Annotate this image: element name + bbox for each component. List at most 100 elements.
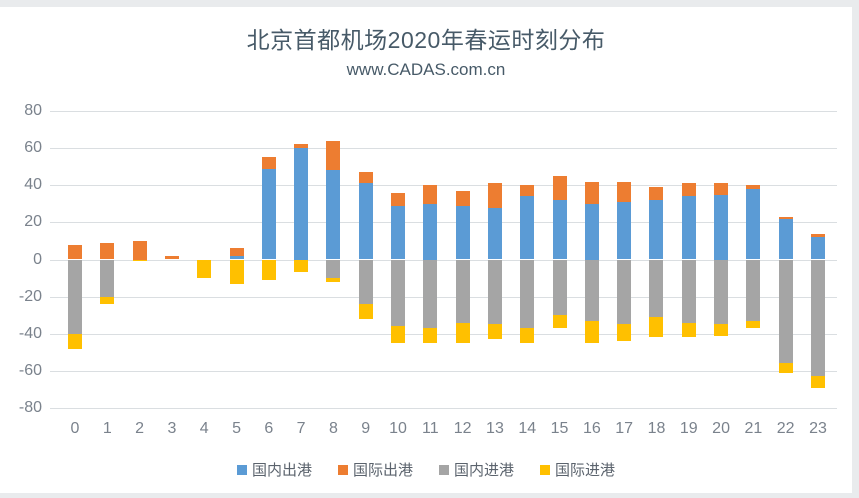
- bar-segment: [326, 170, 341, 260]
- legend-label: 国内进港: [454, 462, 515, 479]
- bar-segment: [423, 328, 438, 344]
- bar-segment: [681, 322, 696, 338]
- bar-segment: [681, 259, 696, 323]
- bar-segment: [100, 296, 115, 305]
- bar-segment: [487, 259, 502, 325]
- bar-segment: [714, 324, 729, 336]
- bar-segment: [294, 144, 309, 149]
- bar-segment: [681, 183, 696, 197]
- y-tick-label: 20: [24, 213, 42, 231]
- bar-segment: [326, 140, 341, 171]
- bar-segment: [229, 255, 244, 260]
- bar-segment: [552, 259, 567, 316]
- bar-segment: [778, 218, 793, 260]
- bar-segment: [649, 200, 664, 260]
- x-tick-label: 19: [679, 420, 698, 437]
- legend-swatch-icon: [540, 464, 551, 475]
- bar-segment: [294, 148, 309, 260]
- gridline: [50, 333, 837, 335]
- y-tick-label: 0: [33, 250, 42, 268]
- x-tick-label: 6: [264, 420, 274, 437]
- x-tick-label: 3: [167, 420, 177, 437]
- bar-segment: [487, 183, 502, 208]
- bar-segment: [584, 203, 599, 260]
- y-tick-label: -80: [18, 399, 42, 416]
- bar-segment: [584, 259, 599, 321]
- bar-segment: [584, 181, 599, 204]
- bar-segment: [487, 207, 502, 260]
- x-tick-label: 14: [518, 420, 537, 437]
- bar-segment: [423, 259, 438, 329]
- x-tick-label: 1: [102, 420, 112, 437]
- bar-segment: [520, 259, 535, 329]
- gridline: [50, 111, 837, 112]
- y-tick-label: -40: [18, 324, 42, 342]
- x-tick-label: 7: [296, 420, 306, 437]
- bar-segment: [487, 324, 502, 340]
- bar-segment: [520, 185, 535, 197]
- bar-segment: [261, 259, 276, 280]
- y-tick-label: 60: [24, 139, 42, 157]
- legend-swatch-icon: [439, 464, 449, 475]
- legend-item: 国内出港: [236, 459, 312, 480]
- bar-segment: [520, 196, 535, 260]
- x-tick-label: 9: [361, 420, 371, 437]
- chart-panel: 北京首都机场2020年春运时刻分布 www.CADAS.com.cn 80 60 4…: [0, 7, 852, 493]
- bar-segment: [326, 259, 341, 279]
- bar-segment: [68, 333, 82, 349]
- bar-segment: [164, 255, 179, 260]
- x-tick-label: 10: [389, 420, 407, 437]
- bar-segment: [100, 242, 115, 260]
- legend-item: 国际出港: [337, 459, 413, 480]
- bar-segment: [358, 172, 373, 184]
- legend-item: 国际进港: [540, 459, 615, 480]
- bar-segment: [455, 322, 470, 344]
- bar-segment: [261, 168, 276, 260]
- bar-segment: [455, 190, 470, 206]
- bar-segment: [778, 259, 793, 364]
- bar-segment: [746, 185, 761, 189]
- x-tick-label: 20: [712, 420, 730, 437]
- bar-segment: [746, 188, 761, 260]
- plot-area: [50, 111, 837, 409]
- y-tick-label: 80: [24, 102, 42, 119]
- x-tick-label: 11: [422, 420, 439, 437]
- bar-segment: [391, 192, 406, 206]
- bar-segment: [778, 216, 793, 219]
- x-tick-label: 13: [486, 420, 504, 437]
- bar-segment: [358, 183, 373, 260]
- legend-swatch-icon: [236, 464, 247, 475]
- bar-segment: [617, 201, 632, 260]
- bar-segment: [520, 328, 535, 344]
- bar-segment: [681, 196, 696, 260]
- x-tick-label: 16: [582, 420, 601, 437]
- bar-segment: [811, 259, 825, 377]
- bar-segment: [617, 181, 632, 202]
- bar-segment: [811, 233, 825, 238]
- bar-segment: [649, 187, 664, 201]
- x-tick-label: 22: [776, 420, 795, 437]
- x-tick-label: 4: [199, 420, 209, 437]
- bar-segment: [391, 259, 406, 327]
- bar-segment: [455, 259, 470, 323]
- chart-subtitle: www.CADAS.com.cn: [346, 60, 506, 79]
- gridline: [50, 148, 837, 150]
- bar-segment: [778, 363, 793, 373]
- legend-label: 国际进港: [555, 462, 616, 479]
- x-tick-label: 15: [550, 420, 569, 437]
- bar-segment: [132, 259, 147, 262]
- x-tick-label: 2: [135, 420, 145, 437]
- bar-segment: [455, 205, 470, 260]
- bar-segment: [617, 259, 632, 325]
- bar-segment: [649, 317, 664, 338]
- gridline: [50, 259, 837, 261]
- bar-segment: [552, 315, 567, 329]
- gridline: [50, 408, 837, 409]
- bar-segment: [229, 259, 244, 284]
- legend-item: 国内进港: [439, 459, 514, 480]
- bar-segment: [423, 203, 438, 260]
- y-tick-label: -60: [18, 361, 42, 379]
- bar-segment: [714, 259, 729, 325]
- gridline: [50, 296, 837, 298]
- y-tick-label: -20: [18, 287, 42, 305]
